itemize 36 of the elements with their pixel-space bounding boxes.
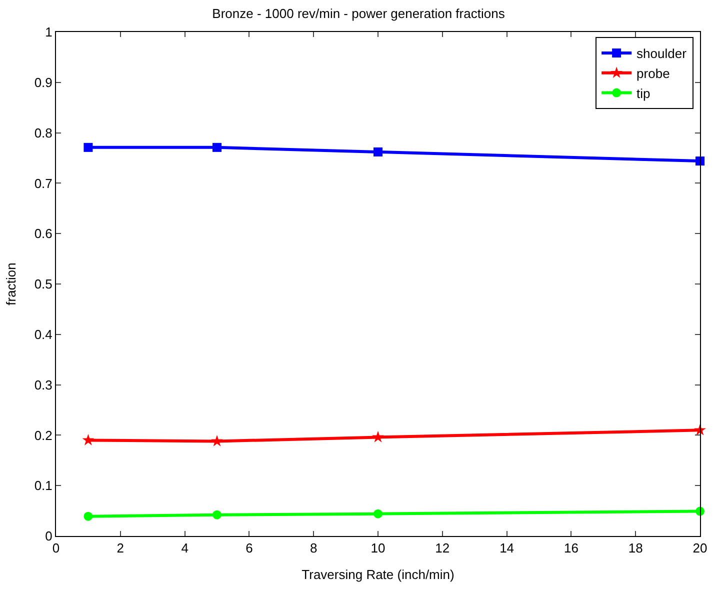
- y-tick-label: 0: [45, 528, 52, 544]
- point: [212, 510, 222, 520]
- x-tick-label: 10: [370, 540, 386, 556]
- x-tick-label: 20: [692, 540, 708, 556]
- y-tick-label: 0.2: [34, 428, 52, 443]
- legend-label: tip: [636, 86, 650, 101]
- y-tick-label: 0.8: [34, 125, 52, 140]
- legend-label: probe: [636, 66, 670, 81]
- point: [82, 434, 94, 446]
- y-axis-title: fraction: [3, 262, 18, 306]
- x-tick-label: 12: [435, 540, 450, 556]
- y-tick-label: 0.1: [34, 478, 52, 494]
- point: [212, 142, 222, 152]
- legend-label: shoulder: [636, 46, 688, 62]
- point: [374, 509, 382, 518]
- x-tick-label: 14: [500, 540, 514, 556]
- point: [84, 142, 93, 152]
- point: [374, 147, 382, 156]
- x-tick-label: 2: [116, 540, 124, 556]
- y-tick-label: 0.5: [34, 276, 52, 292]
- x-tick-label: 8: [310, 540, 318, 556]
- y-tick-label: 0.4: [34, 326, 52, 342]
- y-tick-label: 0.3: [34, 377, 52, 392]
- y-tick-label: 1: [45, 24, 52, 40]
- x-tick-label: 6: [246, 540, 253, 556]
- point: [372, 430, 384, 442]
- chart-title: Bronze - 1000 rev/min - power generation fractions: [212, 6, 506, 21]
- x-tick-label: 4: [181, 540, 188, 556]
- y-tick-label: 0.9: [34, 74, 52, 90]
- x-tick-label: 18: [628, 540, 643, 556]
- y-tick-label: 0.7: [34, 176, 52, 191]
- point: [211, 434, 223, 446]
- point: [84, 512, 93, 521]
- x-tick-label: 16: [564, 540, 578, 556]
- x-axis-title: Traversing Rate (inch/min): [302, 567, 454, 582]
- y-tick-label: 0.6: [34, 226, 52, 242]
